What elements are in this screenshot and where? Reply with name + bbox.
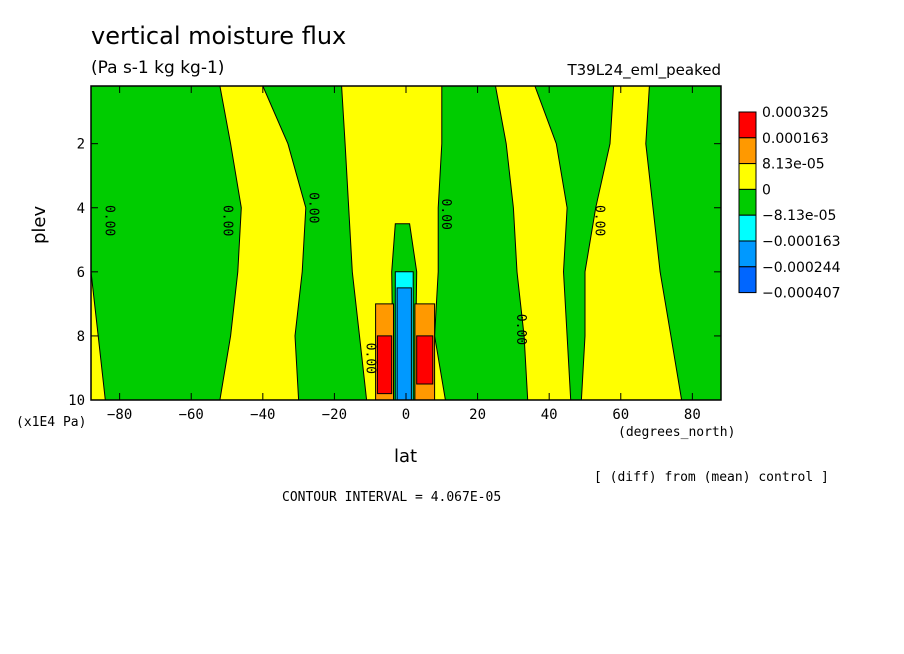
contour-line-label: 0.00 (363, 343, 378, 374)
y-axis-label: plev (29, 205, 50, 244)
run-label: T39L24_eml_peaked (567, 61, 721, 79)
contour-region-11 (396, 287, 412, 401)
contour-line-label: 0.00 (219, 205, 234, 236)
y-axis-ticks: 2 4 6 8 10 (68, 137, 721, 409)
colorbar-level-label: 0 (762, 182, 771, 198)
contour-interval: CONTOUR INTERVAL = 4.067E-05 (282, 490, 502, 505)
colorbar-level-label: −0.000244 (762, 260, 841, 276)
y-tick-label: 4 (77, 201, 85, 217)
colorbar-swatch (738, 214, 757, 242)
colorbar-level-label: 8.13e-05 (762, 157, 825, 173)
colorbar-swatch (738, 266, 757, 294)
x-axis-unit: (degrees_north) (618, 425, 736, 440)
x-axis-ticks: −80 −60 −40 −20 0 20 40 60 80 (107, 86, 701, 423)
contour-region-8 (376, 335, 393, 395)
colorbar-swatch (738, 240, 757, 268)
x-axis-label: lat (394, 446, 418, 467)
colorbar-level-label: 0.000325 (762, 105, 829, 121)
contour-labels: 0.00 0.00 0.00 0.00 0.00 0.00 0.00 (101, 192, 606, 374)
colorbar-level-label: −8.13e-05 (762, 208, 836, 224)
contour-line-label: 0.00 (305, 192, 320, 223)
contour-fills (90, 85, 722, 401)
x-tick-label: 80 (684, 407, 701, 423)
contour-line-label: 0.00 (101, 205, 116, 236)
y-tick-label: 6 (77, 265, 85, 281)
y-tick-label: 2 (77, 137, 85, 153)
x-tick-label: −40 (250, 407, 275, 423)
x-tick-label: −60 (179, 407, 204, 423)
colorbar: 0.000325 0.000163 8.13e-05 0 −8.13e-05 −0.000… (738, 105, 841, 302)
chart-subtitle: (Pa s-1 kg kg-1) (91, 58, 225, 78)
contour-line-label: 0.00 (592, 205, 607, 236)
x-tick-label: −80 (107, 407, 132, 423)
x-tick-label: −20 (322, 407, 347, 423)
x-tick-label: 40 (541, 407, 558, 423)
colorbar-swatch (738, 188, 757, 216)
contour-region-0 (90, 85, 242, 401)
colorbar-swatch (738, 137, 757, 165)
y-axis-unit: (x1E4 Pa) (16, 415, 87, 430)
contour-line-label: 0.00 (438, 199, 453, 230)
colorbar-swatch (738, 111, 757, 139)
x-tick-label: 60 (612, 407, 629, 423)
x-tick-label: 20 (469, 407, 486, 423)
y-tick-label: 8 (77, 329, 85, 345)
colorbar-level-label: −0.000163 (762, 234, 841, 250)
diff-note: [ (diff) from (mean) control ] (594, 470, 829, 485)
colorbar-level-label: −0.000407 (762, 286, 841, 302)
y-tick-label: 10 (68, 393, 85, 409)
colorbar-level-label: 0.000163 (762, 131, 829, 147)
contour-region-9 (416, 335, 434, 385)
x-tick-label: 0 (402, 407, 410, 423)
chart-title: vertical moisture flux (91, 22, 347, 50)
colorbar-swatch (738, 163, 757, 190)
contour-line-label: 0.00 (513, 314, 528, 345)
